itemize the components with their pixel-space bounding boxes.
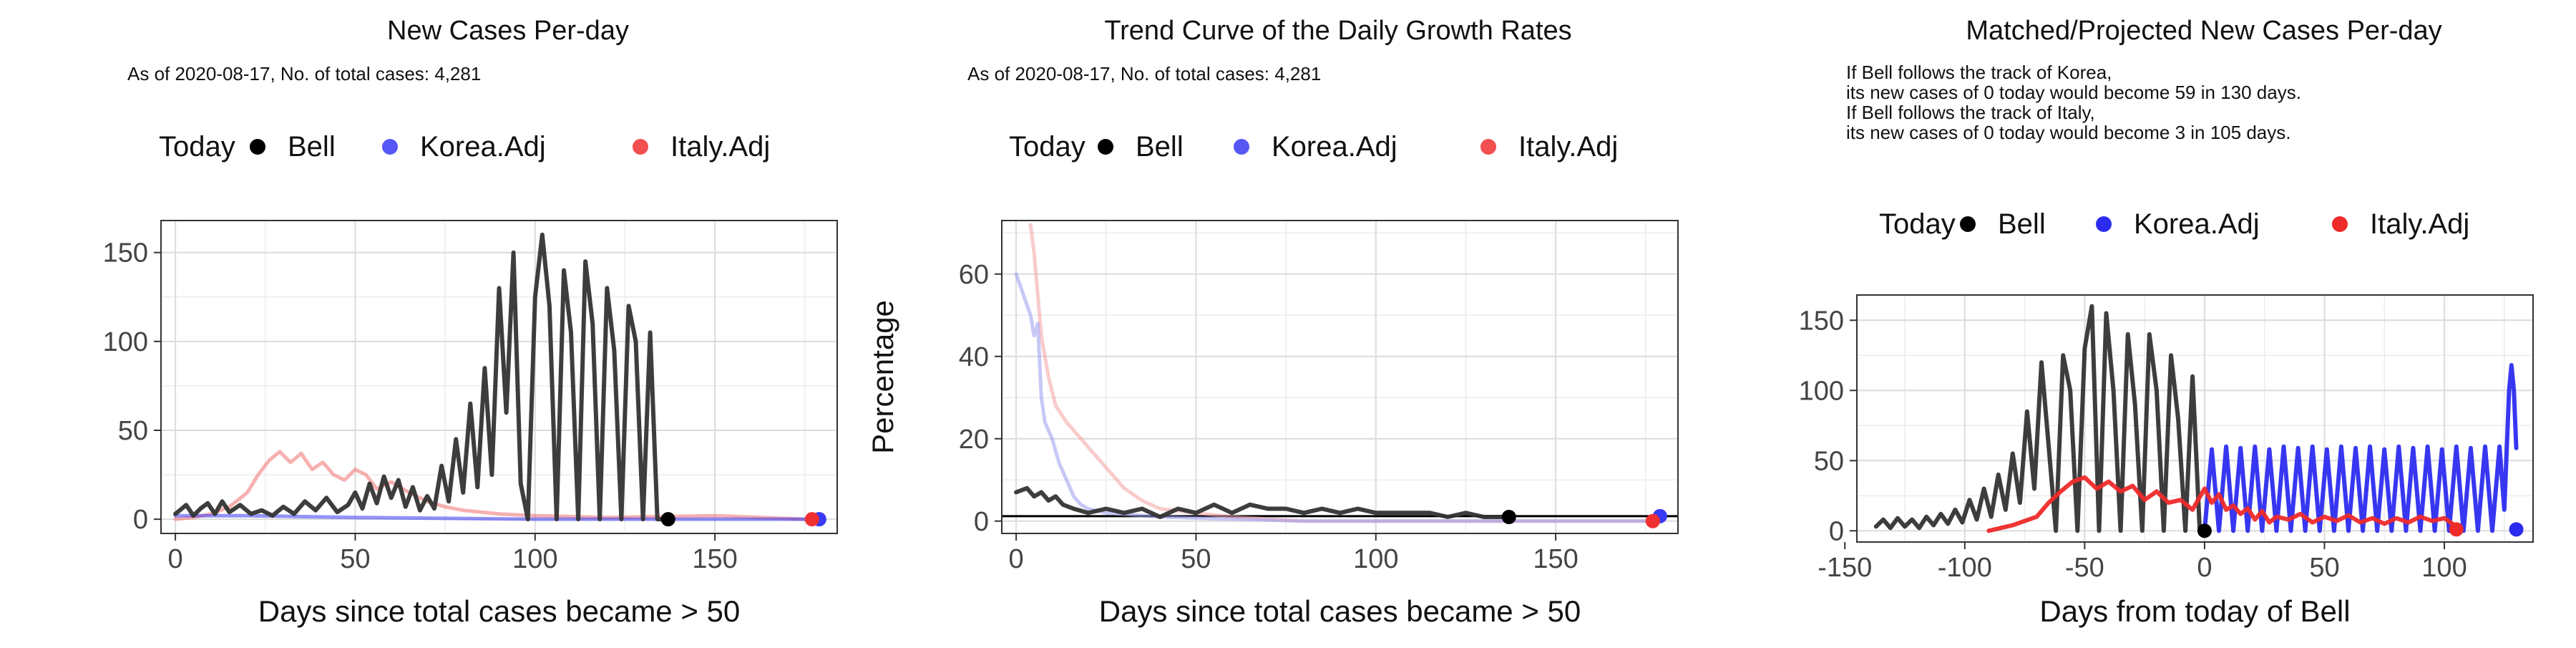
x-tick-label: 0: [2197, 553, 2212, 583]
legend-label: Bell: [1998, 208, 2046, 240]
today-marker-bell: [2197, 523, 2212, 538]
projection-note: its new cases of 0 today would become 3 …: [1846, 122, 2290, 143]
plot-area: [1002, 221, 1678, 533]
y-tick-label: 0: [133, 505, 148, 535]
x-tick-label: 50: [340, 544, 370, 574]
legend-title: Today: [1009, 131, 1085, 163]
y-tick-label: 150: [1799, 306, 1844, 336]
legend-label: Bell: [1136, 131, 1184, 163]
chart-subtitle: As of 2020-08-17, No. of total cases: 4,…: [967, 63, 1321, 84]
x-tick-label: -100: [1938, 553, 1992, 583]
x-axis-label: Days since total cases became > 50: [258, 594, 741, 628]
x-tick-label: 100: [2421, 553, 2467, 583]
legend-label: Korea.Adj: [2134, 208, 2260, 240]
x-tick-label: -150: [1818, 553, 1872, 583]
legend-key-bell: [1098, 139, 1113, 155]
legend-title: Today: [159, 131, 235, 163]
y-tick-label: 60: [959, 260, 989, 290]
chart-subtitle: As of 2020-08-17, No. of total cases: 4,…: [127, 63, 481, 84]
legend: Today Bell Korea.Adj Italy.Adj: [159, 131, 770, 163]
y-tick-label: 40: [959, 342, 989, 372]
x-axis-label: Days from today of Bell: [2039, 594, 2350, 628]
today-marker-italy-adj: [804, 512, 819, 527]
today-marker-bell: [660, 512, 675, 527]
series-line-italy-adj: [173, 450, 807, 521]
legend-key-italy-adj: [1480, 139, 1496, 155]
series-line-bell: [1873, 304, 2207, 533]
y-tick-label: 100: [103, 327, 148, 357]
legend-title: Today: [1879, 208, 1956, 240]
y-axis-label: Percentage: [866, 300, 899, 454]
legend-key-italy-adj: [2332, 216, 2348, 232]
series-line-bell: [1014, 485, 1511, 519]
y-tick-label: 100: [1799, 376, 1844, 406]
y-tick-label: 50: [1814, 446, 1844, 476]
projection-note: If Bell follows the track of Korea,: [1846, 62, 2112, 83]
y-tick-label: 20: [959, 425, 989, 455]
legend-key-korea-adj: [382, 139, 398, 155]
series-line-bell: [173, 232, 667, 522]
legend-key-korea-adj: [2096, 216, 2112, 232]
x-tick-label: 100: [512, 544, 557, 574]
x-tick-label: 150: [1533, 544, 1578, 574]
x-tick-label: 0: [1009, 544, 1024, 574]
chart-title: Trend Curve of the Daily Growth Rates: [1104, 16, 1571, 46]
chart-title: New Cases Per-day: [387, 16, 629, 46]
today-marker-italy-adj: [2449, 522, 2464, 537]
x-tick-label: 0: [168, 544, 183, 574]
y-tick-label: 0: [974, 507, 989, 537]
x-axis-label: Days since total cases became > 50: [1099, 594, 1581, 628]
x-tick-label: -50: [2065, 553, 2104, 583]
plot-border: [160, 220, 838, 534]
x-tick-label: 50: [2309, 553, 2339, 583]
series-line-korea-adj: [2202, 363, 2519, 533]
y-tick-label: 150: [103, 238, 148, 269]
chart-title: Matched/Projected New Cases Per-day: [1966, 16, 2441, 46]
legend: Today Bell Korea.Adj Italy.Adj: [1879, 208, 2469, 240]
legend-label: Korea.Adj: [1272, 131, 1397, 163]
legend-key-bell: [250, 139, 265, 155]
today-marker-korea-adj: [2509, 522, 2524, 537]
legend: Today Bell Korea.Adj Italy.Adj: [1009, 131, 1618, 163]
chart-panel-3: Matched/Projected New Cases Per-day If Be…: [1799, 16, 2534, 628]
legend-key-italy-adj: [633, 139, 648, 155]
today-marker-italy-adj: [1645, 513, 1660, 528]
legend-label: Italy.Adj: [1518, 131, 1618, 163]
series-line-italy-adj: [1028, 223, 1655, 523]
x-tick-label: 50: [1181, 544, 1211, 574]
legend-label: Bell: [288, 131, 336, 163]
x-tick-label: 150: [692, 544, 737, 574]
legend-key-bell: [1960, 216, 1976, 232]
y-tick-label: 50: [118, 416, 148, 446]
today-marker-bell: [1501, 510, 1516, 524]
legend-key-korea-adj: [1234, 139, 1249, 155]
series-line-korea-adj: [173, 513, 825, 521]
legend-label: Italy.Adj: [2370, 208, 2469, 240]
plot-border: [1856, 294, 2534, 543]
legend-label: Italy.Adj: [670, 131, 770, 163]
projection-note: If Bell follows the track of Italy,: [1846, 102, 2095, 123]
projection-note: its new cases of 0 today would become 59…: [1846, 82, 2301, 103]
x-tick-label: 100: [1353, 544, 1398, 574]
legend-label: Korea.Adj: [420, 131, 546, 163]
y-tick-label: 0: [1829, 516, 1844, 546]
plot-border: [1001, 220, 1679, 534]
series-line-italy-adj: [1986, 475, 2459, 533]
plot-area: [161, 221, 837, 533]
chart-panel-1: New Cases Per-day As of 2020-08-17, No. o…: [103, 16, 838, 628]
chart-panel-2: Trend Curve of the Daily Growth Rates As …: [866, 16, 1679, 628]
